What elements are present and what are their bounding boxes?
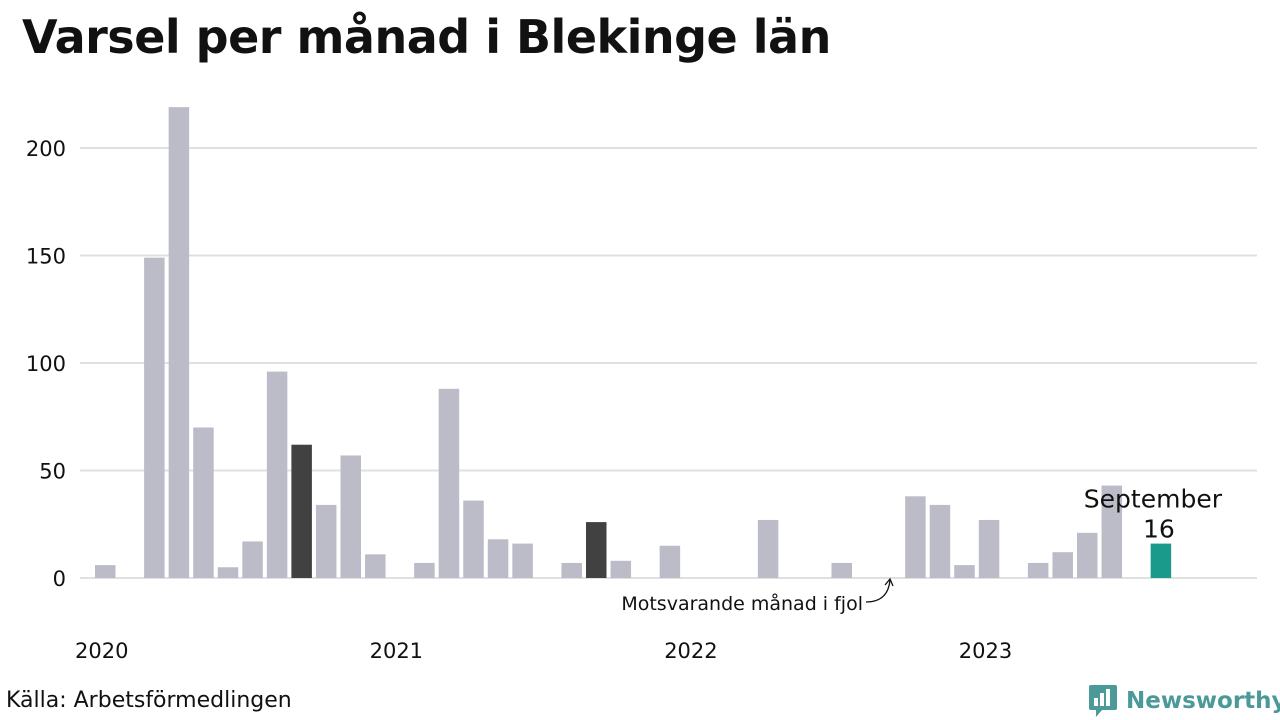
bar (168, 107, 190, 579)
bar (315, 504, 337, 578)
y-tick-label: 200 (26, 137, 66, 161)
source-note: Källa: Arbetsförmedlingen (6, 688, 292, 713)
bar (463, 500, 484, 578)
bar (340, 455, 361, 578)
x-tick-label: 2022 (664, 639, 717, 663)
y-tick-label: 50 (39, 460, 66, 484)
bar (95, 565, 116, 578)
bar (1052, 552, 1073, 578)
bar (144, 257, 165, 578)
bar (1150, 543, 1172, 578)
bar (978, 519, 1000, 578)
bar-chart-logo-icon (1089, 685, 1117, 717)
bar (561, 562, 582, 578)
y-tick-label: 0 (53, 567, 66, 591)
bar (193, 427, 214, 578)
bar (929, 504, 951, 578)
bar (586, 522, 607, 578)
bar (1077, 532, 1098, 578)
bar (659, 545, 681, 578)
highlight-value-label: 16 (1143, 515, 1175, 544)
x-tick-label: 2020 (75, 639, 128, 663)
bar (610, 560, 632, 578)
annotation-arrowhead (884, 577, 894, 587)
y-tick-label: 100 (26, 352, 66, 376)
annotation-text: Motsvarande månad i fjol (621, 592, 863, 615)
bar (365, 554, 386, 578)
brand-name: Newsworthy (1126, 688, 1280, 714)
x-tick-label: 2021 (370, 639, 423, 663)
annotation-arrow (865, 579, 891, 603)
bar (414, 562, 435, 578)
bar (487, 539, 509, 578)
chart-title: Varsel per månad i Blekinge län (22, 10, 831, 64)
bar (831, 562, 852, 578)
bar (954, 565, 975, 578)
bar (217, 567, 239, 578)
bar (242, 541, 263, 578)
y-tick-label: 150 (26, 245, 66, 269)
highlight-month-label: September (1084, 485, 1223, 514)
bar (266, 371, 288, 578)
bar (757, 519, 779, 578)
bar (1027, 562, 1049, 578)
bar (905, 496, 926, 578)
bar (1101, 485, 1123, 578)
bar (512, 543, 533, 578)
brand: Newsworthy (1088, 684, 1280, 718)
bar (291, 444, 312, 578)
x-tick-label: 2023 (959, 639, 1012, 663)
bar (438, 388, 460, 578)
